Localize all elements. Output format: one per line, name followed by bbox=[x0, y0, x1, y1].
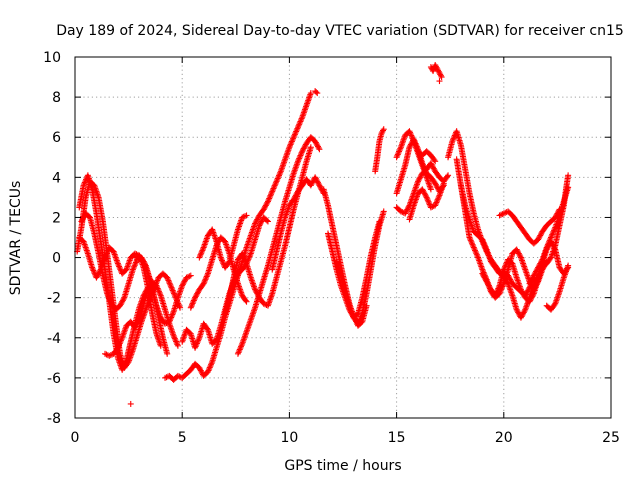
axis-ticks: 0 5 10 15 20 25 -8 -6 -4 -2 0 2 4 6 8 10 bbox=[43, 50, 620, 446]
chart-title: Day 189 of 2024, Sidereal Day-to-day VTE… bbox=[56, 23, 624, 39]
y-tick-label: 2 bbox=[52, 210, 61, 226]
series-Q bbox=[333, 258, 370, 329]
series-L bbox=[234, 134, 323, 357]
x-tick-label: 15 bbox=[388, 430, 406, 446]
series-AF bbox=[543, 262, 572, 313]
data-markers bbox=[74, 62, 572, 407]
y-tick-label: -2 bbox=[47, 291, 61, 307]
series-E bbox=[102, 278, 181, 359]
series-AG bbox=[127, 400, 134, 407]
y-tick-label: 0 bbox=[52, 251, 61, 267]
y-tick-label: 8 bbox=[52, 90, 61, 106]
series-U bbox=[393, 160, 452, 217]
series-V bbox=[406, 180, 447, 223]
series-AE bbox=[526, 184, 572, 287]
series-Y bbox=[436, 78, 443, 85]
series-J bbox=[196, 212, 250, 271]
series-H bbox=[179, 214, 271, 351]
series-W bbox=[415, 148, 439, 165]
series-Z bbox=[445, 128, 572, 321]
y-tick-label: 6 bbox=[52, 130, 61, 146]
x-tick-label: 20 bbox=[495, 430, 513, 446]
x-tick-label: 10 bbox=[280, 430, 298, 446]
y-tick-label: -8 bbox=[47, 411, 61, 427]
y-tick-label: 10 bbox=[43, 50, 61, 66]
series-X bbox=[427, 62, 445, 81]
x-tick-label: 0 bbox=[71, 430, 80, 446]
series-K bbox=[222, 144, 314, 317]
x-tick-label: 25 bbox=[602, 430, 620, 446]
y-tick-label: 4 bbox=[52, 170, 61, 186]
series-F bbox=[132, 252, 194, 327]
y-tick-label: -4 bbox=[47, 331, 61, 347]
plot-frame bbox=[74, 56, 612, 419]
x-axis-label: GPS time / hours bbox=[284, 458, 401, 474]
series-N bbox=[312, 88, 321, 97]
y-tick-label: -6 bbox=[47, 371, 61, 387]
x-tick-label: 5 bbox=[178, 430, 187, 446]
y-axis-label: SDTVAR / TECUs bbox=[8, 181, 24, 296]
series-R bbox=[372, 126, 387, 175]
series-M bbox=[269, 174, 327, 273]
